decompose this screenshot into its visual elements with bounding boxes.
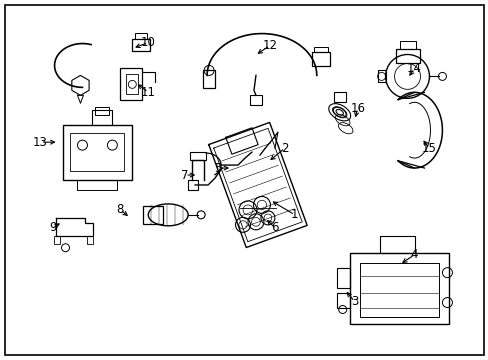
Bar — [336, 268, 349, 288]
Text: 1: 1 — [290, 208, 298, 221]
Bar — [126, 75, 138, 94]
Text: 16: 16 — [349, 102, 365, 115]
Bar — [379, 236, 414, 253]
Bar — [120, 68, 142, 100]
Bar — [349, 253, 448, 324]
Text: 12: 12 — [262, 39, 277, 52]
Bar — [87, 236, 93, 244]
Bar — [53, 236, 60, 244]
Bar — [249, 95, 262, 105]
Text: 14: 14 — [406, 62, 421, 75]
Bar — [359, 263, 439, 318]
Text: 2: 2 — [281, 141, 288, 155]
Text: 11: 11 — [141, 86, 156, 99]
Text: 15: 15 — [421, 141, 436, 155]
Bar — [95, 107, 109, 115]
Bar — [135, 32, 147, 39]
Text: 6: 6 — [271, 221, 278, 234]
Bar — [336, 293, 349, 307]
Bar — [203, 71, 215, 88]
Bar — [188, 180, 198, 190]
Text: 7: 7 — [181, 168, 188, 181]
Text: 3: 3 — [350, 295, 358, 308]
Bar — [62, 125, 132, 180]
Bar — [311, 53, 329, 67]
Text: 9: 9 — [49, 221, 56, 234]
Text: 4: 4 — [410, 248, 417, 261]
Bar — [132, 39, 150, 50]
Bar — [377, 71, 385, 82]
Bar — [399, 41, 415, 49]
Text: 8: 8 — [117, 203, 124, 216]
Bar — [313, 46, 327, 53]
Bar — [333, 92, 345, 102]
Bar — [395, 49, 419, 63]
Bar — [70, 133, 124, 171]
Text: 10: 10 — [141, 36, 155, 49]
Text: 13: 13 — [33, 136, 48, 149]
Text: 5: 5 — [214, 162, 222, 175]
Bar — [190, 152, 205, 160]
Bar — [143, 206, 163, 224]
